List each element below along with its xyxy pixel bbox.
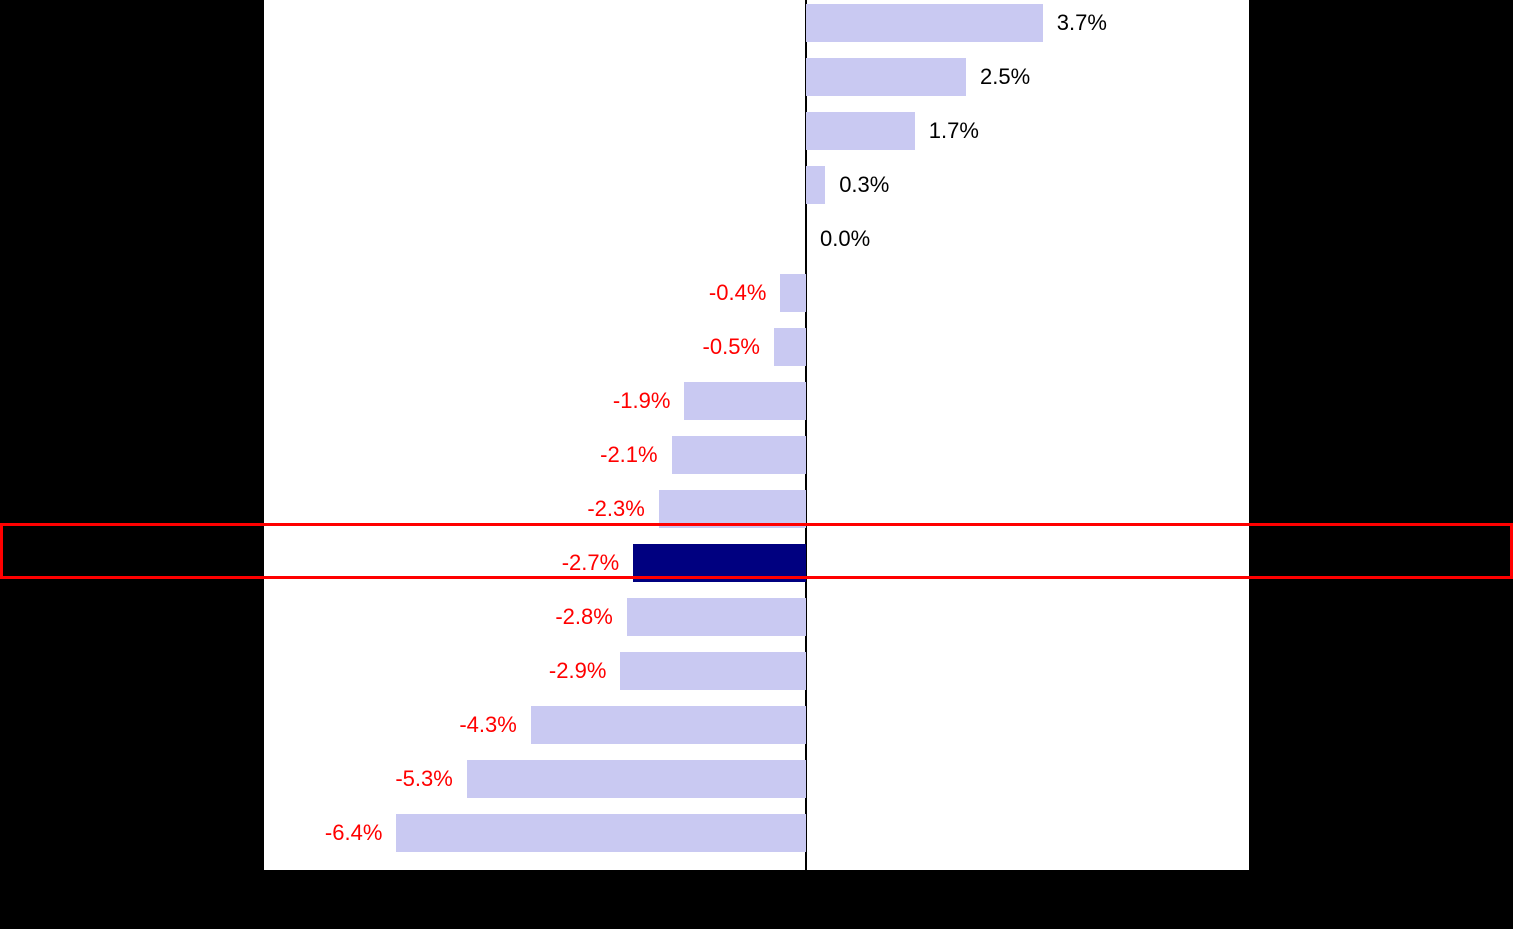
value-label: -2.7% bbox=[562, 550, 619, 576]
bar bbox=[684, 382, 806, 420]
value-label: -4.3% bbox=[459, 712, 516, 738]
bar bbox=[396, 814, 806, 852]
bar bbox=[531, 706, 806, 744]
value-label: 0.3% bbox=[839, 172, 889, 198]
bar-row: -6.4% bbox=[264, 814, 1249, 852]
value-label: -0.4% bbox=[709, 280, 766, 306]
value-label: -1.9% bbox=[613, 388, 670, 414]
bar bbox=[780, 274, 806, 312]
bar-row: -0.4% bbox=[264, 274, 1249, 312]
bar bbox=[627, 598, 806, 636]
bar bbox=[806, 4, 1043, 42]
bar-row: -2.7% bbox=[264, 544, 1249, 582]
value-label: 2.5% bbox=[980, 64, 1030, 90]
value-label: -6.4% bbox=[325, 820, 382, 846]
value-label: 0.0% bbox=[820, 226, 870, 252]
bar bbox=[659, 490, 806, 528]
bar-row: -2.9% bbox=[264, 652, 1249, 690]
bar-row: -1.9% bbox=[264, 382, 1249, 420]
bar-row: 0.0% bbox=[264, 220, 1249, 258]
bar bbox=[806, 166, 825, 204]
value-label: -5.3% bbox=[395, 766, 452, 792]
bar-row: -2.8% bbox=[264, 598, 1249, 636]
bar-row: 3.7% bbox=[264, 4, 1249, 42]
value-label: -2.9% bbox=[549, 658, 606, 684]
value-label: -0.5% bbox=[703, 334, 760, 360]
bar-row: -5.3% bbox=[264, 760, 1249, 798]
bar-row: -2.3% bbox=[264, 490, 1249, 528]
bar bbox=[806, 58, 966, 96]
chart-panel: 3.7% 2.5% 1.7% 0.3% 0.0% -0.4% -0.5% -1.9% -2.1%… bbox=[264, 0, 1249, 870]
bar bbox=[774, 328, 806, 366]
bar bbox=[672, 436, 806, 474]
value-label: -2.8% bbox=[555, 604, 612, 630]
bar-row: 2.5% bbox=[264, 58, 1249, 96]
bar-row: 1.7% bbox=[264, 112, 1249, 150]
bar-row: -4.3% bbox=[264, 706, 1249, 744]
value-label: -2.1% bbox=[600, 442, 657, 468]
bar-highlighted bbox=[633, 544, 806, 582]
value-label: 1.7% bbox=[929, 118, 979, 144]
bar-row: 0.3% bbox=[264, 166, 1249, 204]
bar-row: -2.1% bbox=[264, 436, 1249, 474]
bar bbox=[806, 112, 915, 150]
bar bbox=[620, 652, 806, 690]
value-label: 3.7% bbox=[1057, 10, 1107, 36]
value-label: -2.3% bbox=[587, 496, 644, 522]
bar-row: -0.5% bbox=[264, 328, 1249, 366]
bar bbox=[467, 760, 806, 798]
